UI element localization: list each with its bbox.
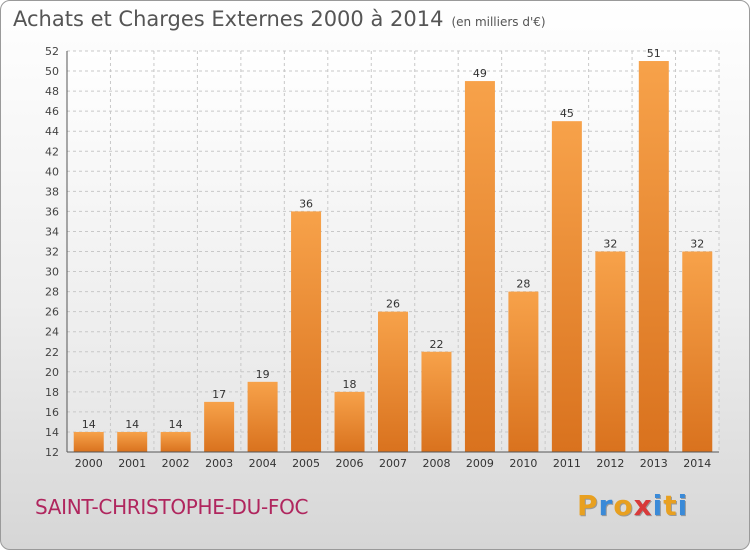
y-tick-label: 42 — [45, 145, 59, 158]
y-tick-label: 14 — [45, 426, 59, 439]
data-label: 32 — [690, 238, 704, 251]
data-label: 36 — [299, 197, 313, 210]
data-label: 19 — [256, 368, 270, 381]
y-tick-label: 38 — [45, 185, 59, 198]
x-tick-label: 2001 — [118, 457, 146, 470]
bar — [682, 251, 713, 452]
x-tick-label: 2005 — [292, 457, 320, 470]
y-tick-label: 48 — [45, 85, 59, 98]
bar — [464, 81, 495, 452]
chart-title-block: Achats et Charges Externes 2000 à 2014 (e… — [13, 7, 546, 31]
commune-name: SAINT-CHRISTOPHE-DU-FOC — [35, 495, 309, 519]
data-label: 26 — [386, 298, 400, 311]
bar — [421, 351, 452, 452]
y-tick-label: 28 — [45, 286, 59, 299]
y-tick-label: 36 — [45, 205, 59, 218]
bar — [117, 431, 148, 452]
y-tick-label: 34 — [45, 225, 59, 238]
bar — [638, 61, 669, 453]
data-label: 14 — [169, 418, 183, 431]
bar — [73, 431, 104, 452]
logo-letter: i — [652, 489, 664, 522]
x-tick-label: 2002 — [162, 457, 190, 470]
y-tick-label: 52 — [45, 45, 59, 58]
logo-letter: o — [613, 489, 634, 522]
x-tick-label: 2006 — [336, 457, 364, 470]
x-tick-label: 2003 — [205, 457, 233, 470]
x-tick-label: 2000 — [75, 457, 103, 470]
y-tick-label: 18 — [45, 386, 59, 399]
data-label: 28 — [516, 278, 530, 291]
data-label: 14 — [82, 418, 96, 431]
bar — [508, 291, 539, 452]
logo-letter: x — [633, 489, 653, 522]
bar — [378, 311, 408, 452]
data-label: 32 — [603, 238, 617, 251]
proxiti-logo: Proxiti — [577, 489, 688, 522]
data-label: 45 — [560, 107, 574, 120]
y-tick-label: 32 — [45, 246, 59, 259]
data-label: 18 — [343, 378, 357, 391]
y-tick-label: 16 — [45, 406, 59, 419]
x-tick-label: 2008 — [422, 457, 450, 470]
logo-letter: t — [663, 489, 678, 522]
chart-subtitle: (en milliers d'€) — [451, 15, 546, 29]
x-tick-label: 2014 — [683, 457, 711, 470]
y-tick-label: 22 — [45, 346, 59, 359]
bar — [247, 381, 278, 452]
bar — [204, 401, 235, 452]
y-tick-label: 40 — [45, 165, 59, 178]
y-tick-label: 24 — [45, 326, 59, 339]
data-label: 14 — [125, 418, 139, 431]
logo-letter: P — [577, 489, 599, 522]
y-tick-label: 30 — [45, 266, 59, 279]
x-tick-label: 2009 — [466, 457, 494, 470]
x-tick-label: 2013 — [640, 457, 668, 470]
bar — [291, 211, 322, 452]
data-label: 17 — [212, 388, 226, 401]
y-tick-label: 46 — [45, 105, 59, 118]
y-tick-label: 12 — [45, 446, 59, 459]
y-tick-label: 26 — [45, 306, 59, 319]
y-tick-label: 50 — [45, 65, 59, 78]
data-label: 22 — [429, 338, 443, 351]
x-tick-label: 2012 — [596, 457, 624, 470]
logo-letter: i — [677, 489, 689, 522]
bar — [551, 121, 582, 453]
y-tick-label: 20 — [45, 366, 59, 379]
bar — [595, 251, 626, 452]
x-tick-label: 2010 — [509, 457, 537, 470]
y-tick-label: 44 — [45, 125, 59, 138]
logo-letter: r — [598, 489, 614, 522]
chart-title: Achats et Charges Externes 2000 à 2014 — [13, 7, 444, 31]
x-tick-label: 2007 — [379, 457, 407, 470]
x-tick-label: 2004 — [249, 457, 277, 470]
bar — [160, 431, 191, 452]
data-label: 49 — [473, 67, 487, 80]
x-tick-label: 2011 — [553, 457, 581, 470]
data-label: 51 — [647, 47, 661, 60]
bar — [334, 391, 365, 452]
